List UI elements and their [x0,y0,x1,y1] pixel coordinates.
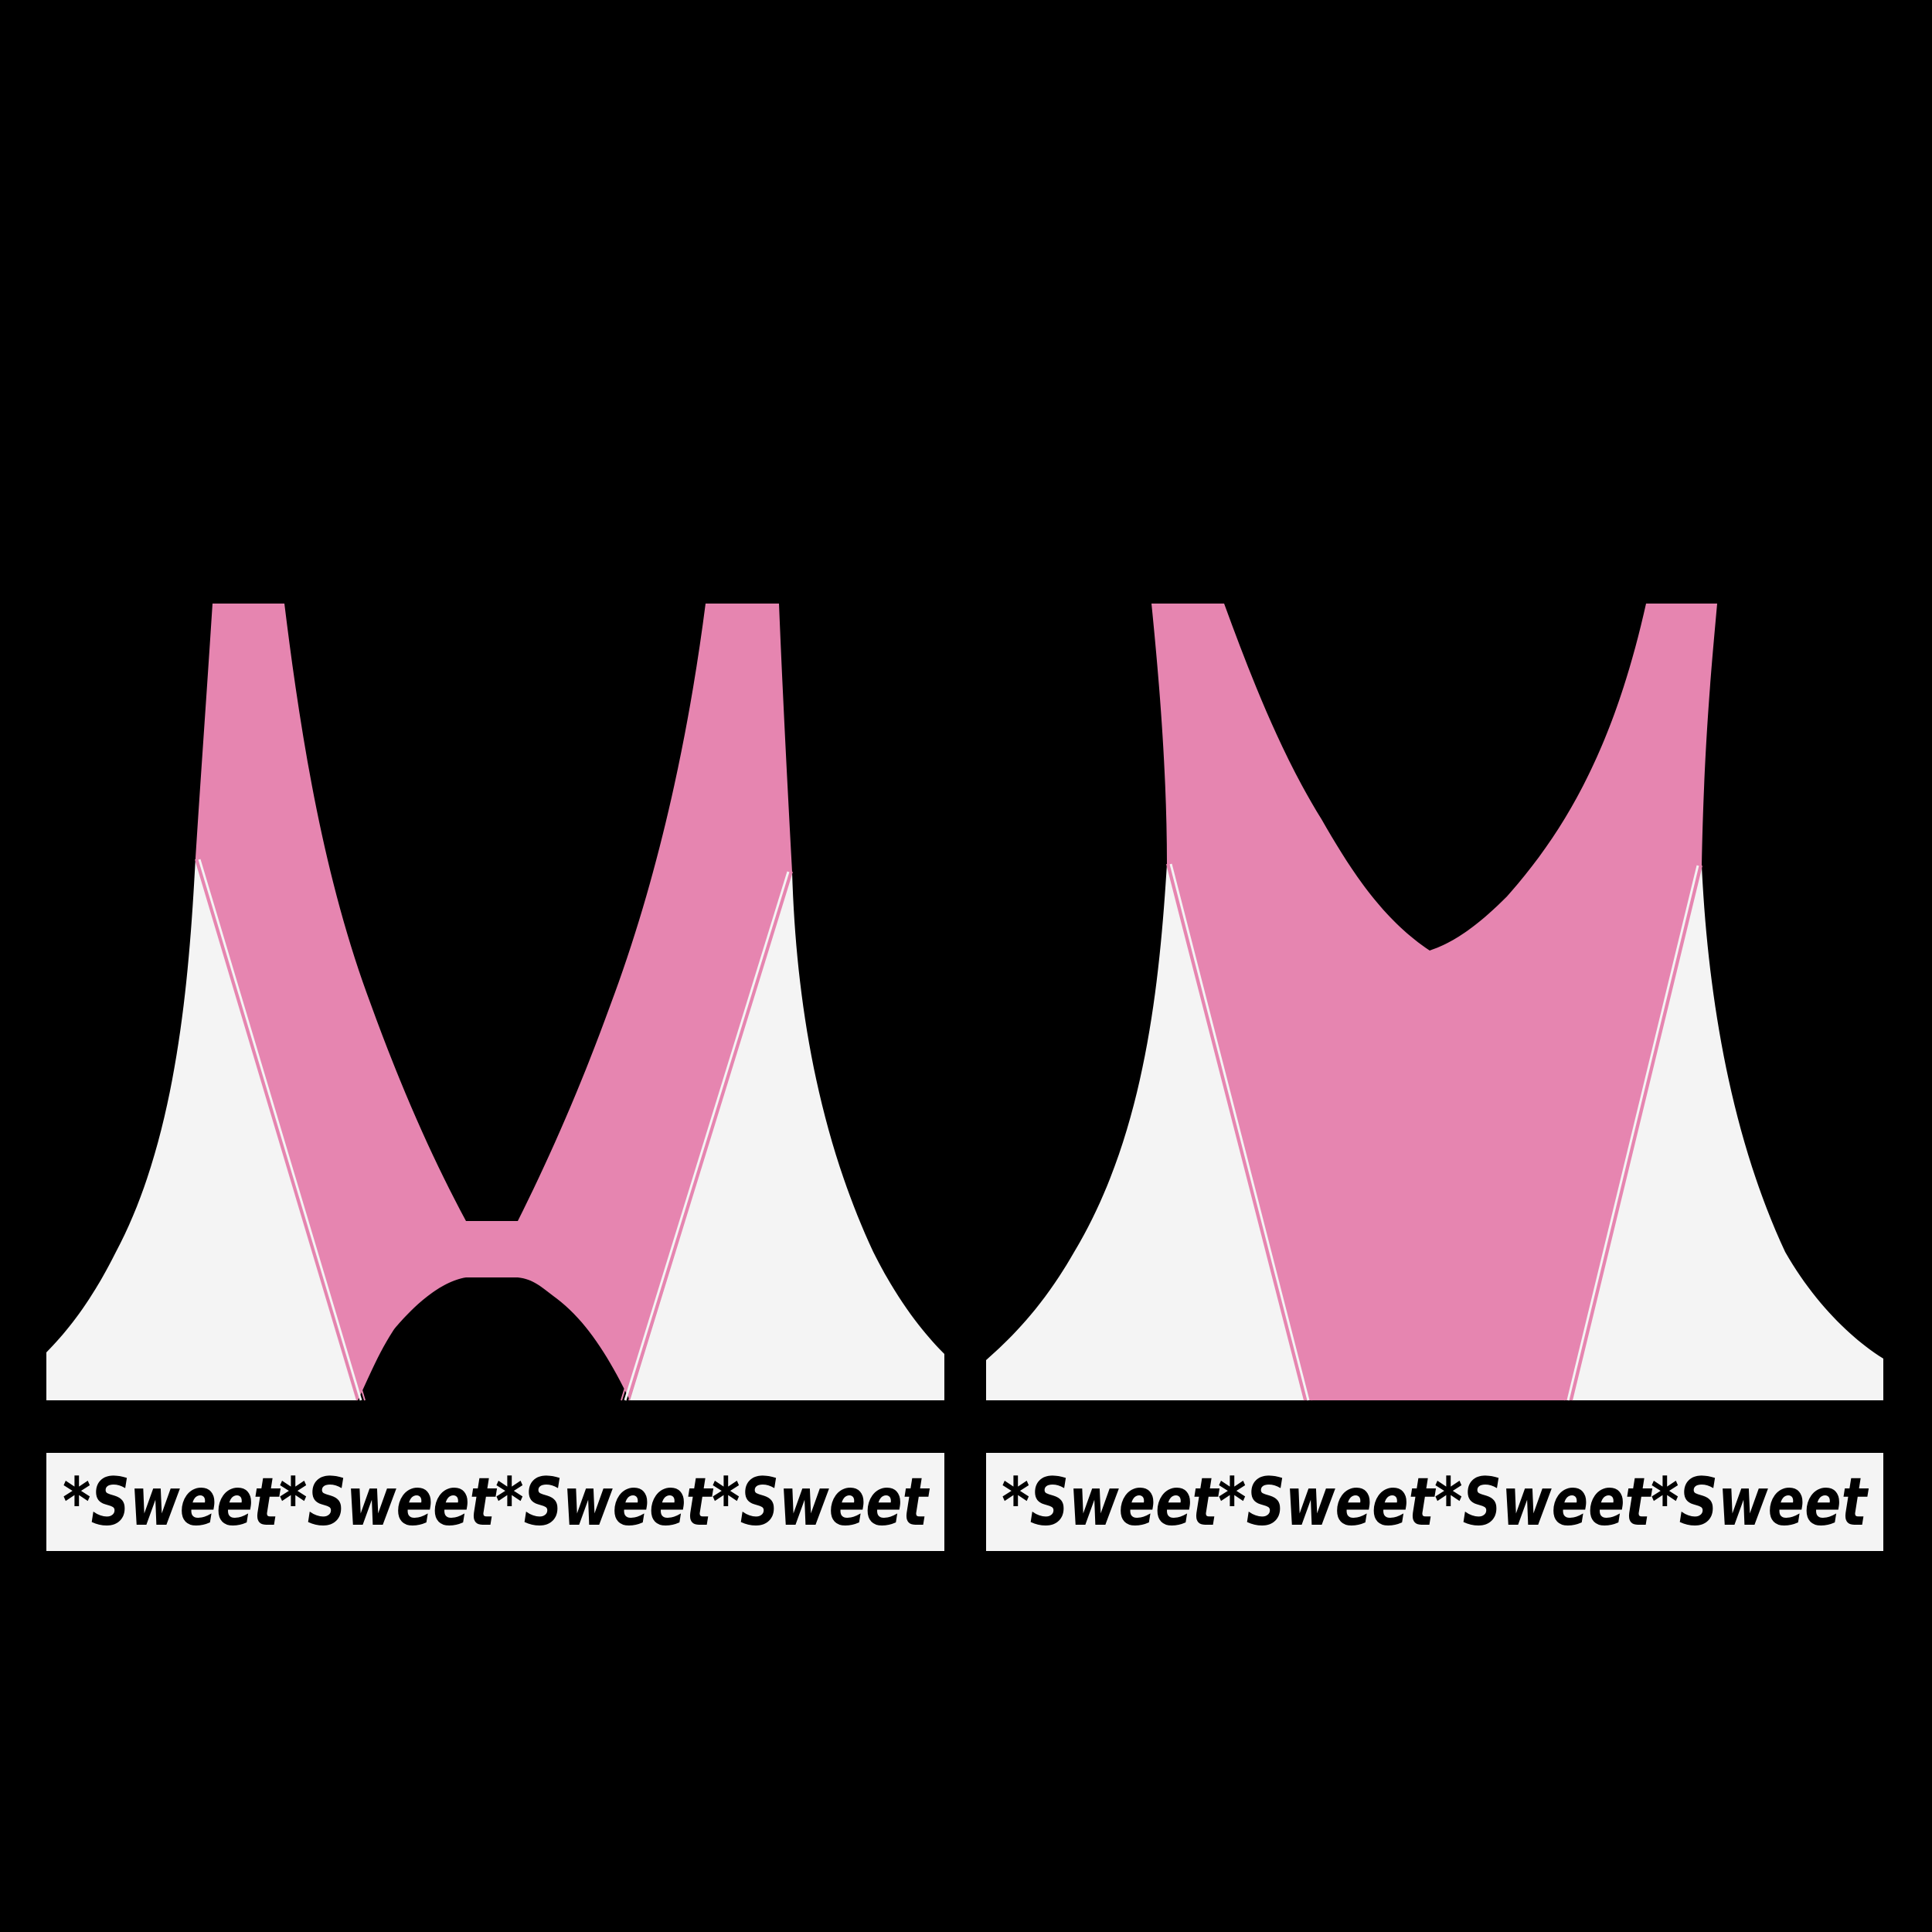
right-garment-pink-body [1151,604,1717,1400]
right-garment-right-seam-stitch-1 [1571,865,1702,1401]
right-garment-right-side-panel [1572,866,1883,1400]
right-garment: *Sweet*Sweet*Sweet*Sweet [986,604,1883,1551]
left-garment-right-seam-stitch-2 [624,871,790,1401]
right-garment-band [986,1453,1883,1551]
right-garment-right-seam-stitch-2 [1566,865,1699,1401]
left-garment-right-seam-stitch-3 [621,871,785,1401]
right-garment-left-side-panel [986,864,1304,1400]
left-garment-band [46,1453,944,1551]
left-garment-right-seam-stitch-1 [628,871,793,1401]
right-garment-left-seam-stitch-1 [1166,863,1305,1401]
left-garment: *Sweet*Sweet*Sweet*Sweet [46,604,944,1551]
left-garment-left-seam-stitch-1 [195,859,358,1401]
right-garment-band-text: *Sweet*Sweet*Sweet*Sweet [1002,1464,1869,1541]
left-garment-left-seam-stitch-3 [202,859,366,1401]
left-garment-pink-body [196,604,792,1400]
left-garment-left-side-panel [46,858,358,1400]
right-garment-right-seam-stitch-3 [1563,865,1695,1401]
right-garment-left-seam-stitch-3 [1174,863,1313,1401]
left-garment-band-text: *Sweet*Sweet*Sweet*Sweet [63,1464,930,1541]
left-garment-right-side-panel [630,872,944,1400]
right-garment-left-seam-stitch-2 [1169,863,1310,1401]
left-garment-left-seam-stitch-2 [198,859,362,1401]
